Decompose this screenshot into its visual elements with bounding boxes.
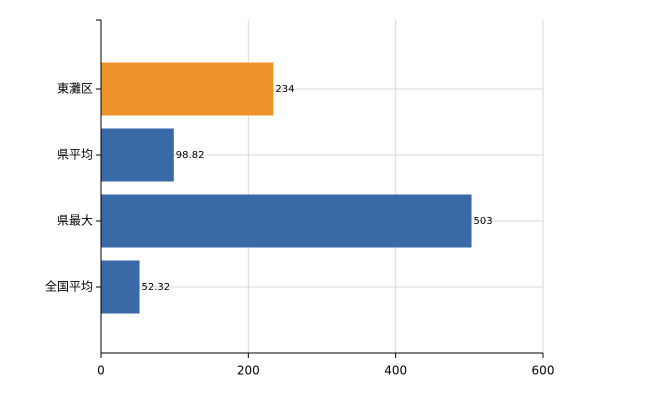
bar — [101, 128, 174, 182]
bar — [101, 194, 472, 248]
x-tick-label: 400 — [384, 364, 407, 378]
value-label: 234 — [275, 84, 294, 95]
y-tick-label: 東灘区 — [57, 82, 93, 96]
value-label: 98.82 — [176, 150, 205, 161]
y-tick-label: 県平均 — [57, 148, 93, 162]
value-label: 52.32 — [142, 282, 171, 293]
y-tick-label: 県最大 — [57, 214, 93, 228]
x-tick-label: 200 — [237, 364, 260, 378]
bar — [101, 260, 140, 314]
x-tick-label: 0 — [97, 364, 105, 378]
x-tick-label: 600 — [532, 364, 555, 378]
value-label: 503 — [474, 216, 493, 227]
y-tick-label: 全国平均 — [45, 279, 93, 294]
bar — [101, 62, 274, 116]
